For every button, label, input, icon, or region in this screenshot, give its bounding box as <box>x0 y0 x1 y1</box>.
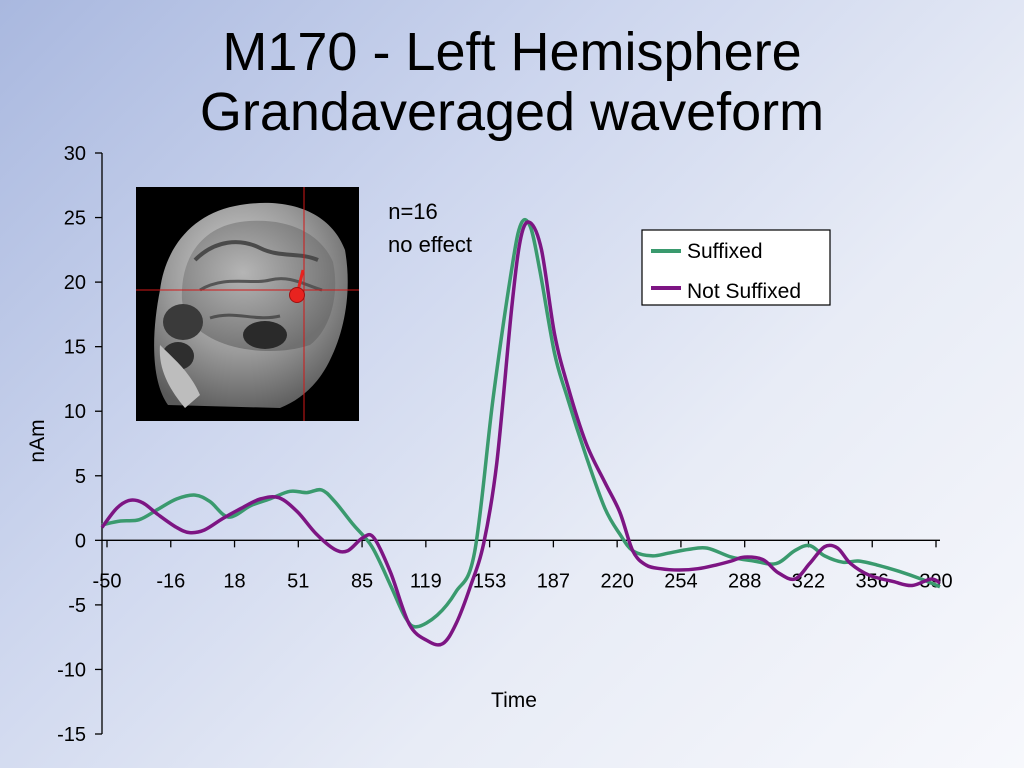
x-tick-label: 254 <box>664 570 697 592</box>
dipole-marker <box>289 287 305 303</box>
x-ticks: -50 -16 18 51 85 119 153 187 220 254 288 322 356 390 <box>93 540 953 592</box>
series-line-suffixed <box>101 217 941 629</box>
x-tick-label: 119 <box>410 570 442 592</box>
legend-label-suffixed: Suffixed <box>687 240 763 263</box>
y-tick-label: -15 <box>57 724 86 746</box>
y-tick-label: -10 <box>57 659 86 681</box>
x-tick-label: 322 <box>792 570 825 592</box>
legend-label-not-suffixed: Not Suffixed <box>687 280 801 303</box>
y-axis-label: nAm <box>26 419 49 462</box>
legend: Suffixed Not Suffixed <box>641 229 831 306</box>
slide-title: M170 - Left Hemisphere Grandaveraged wav… <box>0 22 1024 142</box>
x-tick-label: 85 <box>351 570 373 592</box>
y-tick-label: 25 <box>64 208 86 230</box>
x-axis-label: Time <box>491 689 537 712</box>
x-tick-label: -16 <box>156 570 185 592</box>
y-tick-label: 20 <box>64 272 86 294</box>
slide-title-line-1: M170 - Left Hemisphere <box>222 22 802 82</box>
x-tick-label: 187 <box>537 570 570 592</box>
y-tick-label: 15 <box>64 337 86 359</box>
series-line-not-suffixed <box>100 220 941 647</box>
x-tick-label: 356 <box>856 570 889 592</box>
legend-box <box>641 229 831 306</box>
x-tick-label: 51 <box>287 570 309 592</box>
slide-title-line-2: Grandaveraged waveform <box>199 82 825 142</box>
y-tick-label: 30 <box>64 143 86 165</box>
x-tick-label: 153 <box>473 570 506 592</box>
y-ticks: -15 -10 -5 0 5 10 15 20 25 30 <box>57 143 102 746</box>
annotation-effect: no effect <box>388 232 472 257</box>
series-lines <box>100 217 941 647</box>
y-tick-label: -5 <box>68 595 86 617</box>
y-tick-label: 10 <box>64 401 86 423</box>
x-tick-label: -50 <box>93 570 122 592</box>
x-tick-label: 288 <box>728 570 761 592</box>
x-tick-label: 220 <box>600 570 633 592</box>
y-tick-label: 5 <box>75 466 86 488</box>
annotation-n: n=16 <box>388 199 438 224</box>
mri-brain-sagittal-icon <box>136 187 359 421</box>
y-tick-label: 0 <box>75 530 86 552</box>
x-tick-label: 18 <box>223 570 245 592</box>
